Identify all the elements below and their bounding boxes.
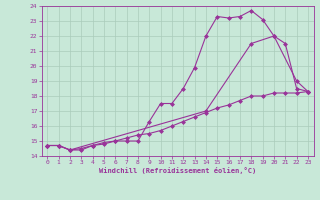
X-axis label: Windchill (Refroidissement éolien,°C): Windchill (Refroidissement éolien,°C) xyxy=(99,167,256,174)
